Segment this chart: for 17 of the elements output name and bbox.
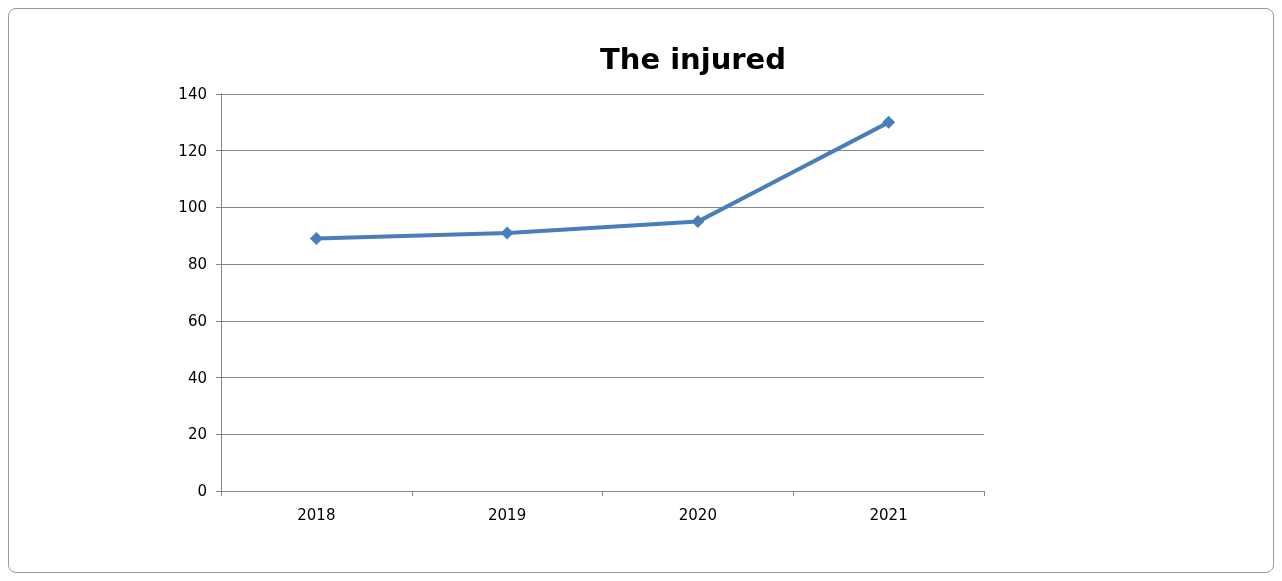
x-tick-label: 2021 (869, 505, 908, 524)
y-tick-label: 140 (178, 85, 207, 103)
x-tick-label: 2018 (297, 505, 336, 524)
x-tick-label: 2020 (678, 505, 717, 524)
y-tick-label: 120 (178, 141, 207, 160)
y-tick-label: 60 (187, 311, 207, 330)
y-tick-label: 100 (178, 198, 207, 217)
point (309, 232, 323, 246)
y-tick-label: 40 (187, 368, 207, 387)
chart-title: The injured (599, 41, 787, 76)
y-tick-label: 20 (187, 425, 207, 444)
x-tick-label: 2019 (488, 505, 527, 524)
y-tick-label: 0 (197, 482, 207, 500)
point (691, 215, 705, 229)
point (500, 226, 514, 240)
y-tick-label: 80 (187, 255, 207, 274)
point (882, 115, 896, 129)
